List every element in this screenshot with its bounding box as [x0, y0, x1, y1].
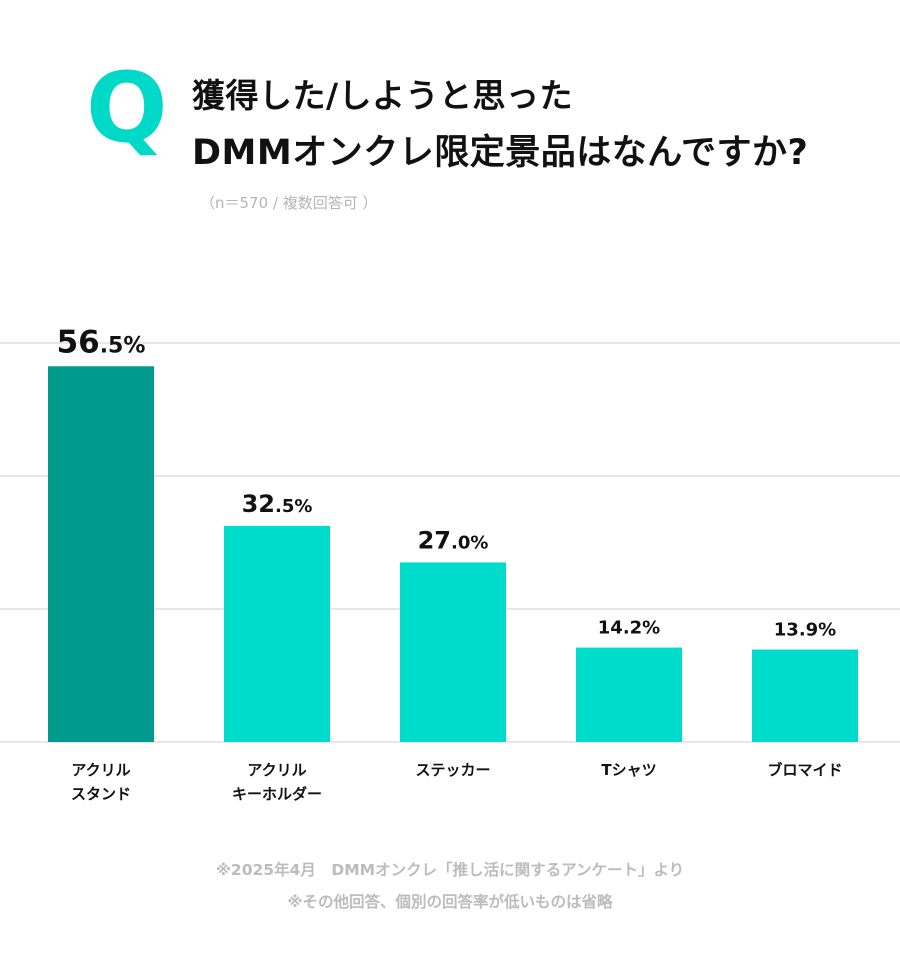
bar-value-label-0: 56.5% — [57, 324, 146, 360]
bar-4 — [752, 649, 858, 742]
q-mark: Q — [86, 52, 168, 164]
bar-value-label-1: 32.5% — [242, 490, 313, 518]
chart-title-line-1: 獲得した/しようと思った — [192, 76, 574, 115]
chart-title-line-2: DMMオンクレ限定景品はなんですか? — [192, 133, 809, 173]
category-label-3: Tシャツ — [601, 761, 656, 779]
footnote-omission: ※その他回答、個別の回答率が低いものは省略 — [287, 893, 613, 911]
bar-1 — [224, 525, 330, 742]
category-label-0: アクリルスタンド — [71, 761, 131, 803]
bar-0 — [48, 366, 154, 742]
bar-2 — [400, 562, 506, 742]
bar-value-label-4: 13.9% — [774, 620, 836, 641]
bar-value-label-2: 27.0% — [418, 526, 489, 554]
category-label-1: アクリルキーホルダー — [232, 761, 322, 803]
category-label-4: ブロマイド — [767, 761, 842, 779]
bar-value-label-3: 14.2% — [598, 618, 660, 639]
sample-size-note: （n＝570 / 複数回答可 ） — [200, 194, 378, 212]
footnote-source: ※2025年4月 DMMオンクレ「推し活に関するアンケート」より — [215, 861, 685, 879]
bar-3 — [576, 647, 682, 742]
category-label-2: ステッカー — [415, 761, 490, 779]
bar-chart: 56.5% アクリルスタンド 32.5% アクリルキーホルダー 27.0% ステッカー 14… — [0, 324, 900, 803]
